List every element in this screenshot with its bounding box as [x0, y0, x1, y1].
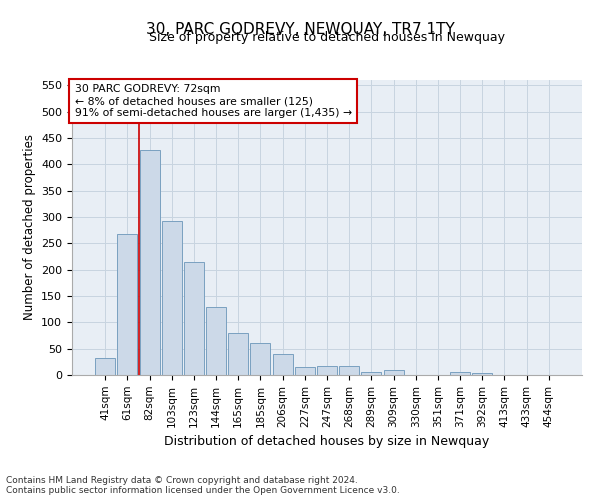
- Text: 30 PARC GODREVY: 72sqm
← 8% of detached houses are smaller (125)
91% of semi-det: 30 PARC GODREVY: 72sqm ← 8% of detached …: [74, 84, 352, 117]
- Bar: [317, 366, 337, 375]
- Bar: [118, 234, 137, 375]
- Text: 30, PARC GODREVY, NEWQUAY, TR7 1TY: 30, PARC GODREVY, NEWQUAY, TR7 1TY: [146, 22, 454, 38]
- Bar: [339, 366, 359, 375]
- Bar: [95, 358, 115, 375]
- X-axis label: Distribution of detached houses by size in Newquay: Distribution of detached houses by size …: [164, 435, 490, 448]
- Bar: [206, 306, 226, 375]
- Title: Size of property relative to detached houses in Newquay: Size of property relative to detached ho…: [149, 31, 505, 44]
- Y-axis label: Number of detached properties: Number of detached properties: [23, 134, 35, 320]
- Bar: [140, 150, 160, 375]
- Bar: [228, 334, 248, 375]
- Bar: [184, 262, 204, 375]
- Bar: [472, 374, 492, 375]
- Bar: [295, 367, 315, 375]
- Bar: [450, 372, 470, 375]
- Bar: [272, 354, 293, 375]
- Text: Contains HM Land Registry data © Crown copyright and database right 2024.
Contai: Contains HM Land Registry data © Crown c…: [6, 476, 400, 495]
- Bar: [361, 372, 382, 375]
- Bar: [250, 344, 271, 375]
- Bar: [383, 370, 404, 375]
- Bar: [162, 220, 182, 375]
